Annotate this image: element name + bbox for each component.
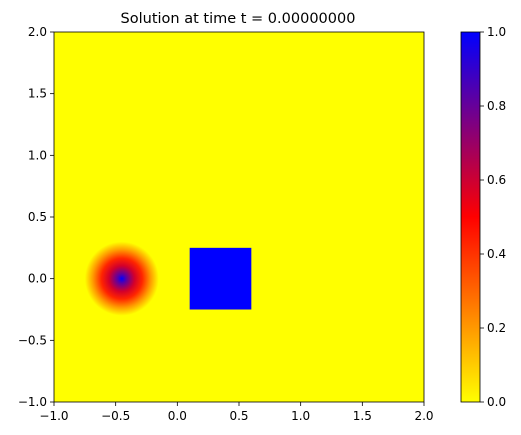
x-tick-label: −0.5 <box>101 409 130 423</box>
y-axis: −1.0 −0.5 0.0 0.5 1.0 1.5 2.0 <box>18 25 54 409</box>
colorbar-tick-label: 1.0 <box>487 25 506 39</box>
y-tick-label: −0.5 <box>18 333 47 347</box>
y-tick-label: 1.5 <box>28 87 47 101</box>
y-tick-label: 1.0 <box>28 148 47 162</box>
gaussian-hump <box>84 241 159 316</box>
x-tick-label: 0.0 <box>168 409 187 423</box>
colorbar-tick-label: 0.0 <box>487 395 506 409</box>
colorbar-ticks: 0.0 0.2 0.4 0.6 0.8 1.0 <box>480 25 506 409</box>
x-tick-label: 0.5 <box>229 409 248 423</box>
x-tick-label: 1.0 <box>291 409 310 423</box>
x-axis: −1.0 −0.5 0.0 0.5 1.0 1.5 2.0 <box>39 402 434 423</box>
colorbar-tick-label: 0.4 <box>487 247 506 261</box>
colorbar-frame <box>460 31 481 403</box>
colorbar-tick-label: 0.6 <box>487 173 506 187</box>
field-background <box>54 32 424 402</box>
y-tick-label: 0.5 <box>28 210 47 224</box>
x-tick-label: 2.0 <box>414 409 433 423</box>
colorbar-tick-label: 0.8 <box>487 99 506 113</box>
y-tick-label: −1.0 <box>18 395 47 409</box>
plot-area <box>54 32 424 402</box>
x-tick-label: 1.5 <box>353 409 372 423</box>
colorbar-tick-label: 0.2 <box>487 321 506 335</box>
square-block <box>189 247 252 310</box>
chart-title: Solution at time t = 0.00000000 <box>121 11 356 27</box>
colorbar: 0.0 0.2 0.4 0.6 0.8 1.0 <box>460 25 506 409</box>
colorbar-bar <box>461 32 480 402</box>
y-tick-label: 0.0 <box>28 272 47 286</box>
x-tick-label: −1.0 <box>39 409 68 423</box>
y-tick-label: 2.0 <box>28 25 47 39</box>
